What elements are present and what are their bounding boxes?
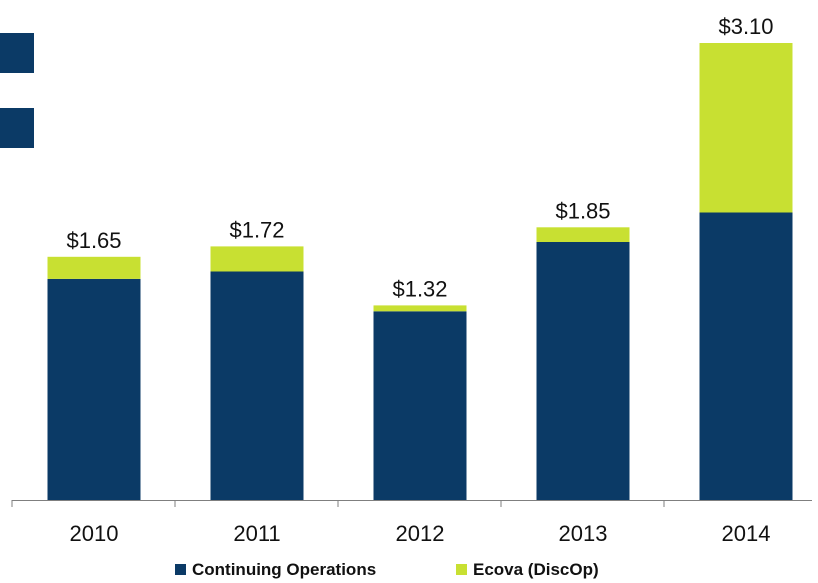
bar-2013-series-2	[536, 227, 630, 242]
legend-swatch-2	[456, 564, 467, 575]
total-labels-layer: $1.65 $1.72 $1.32 $1.85 $3.10	[66, 14, 773, 301]
side-tab-bottom	[0, 108, 34, 148]
bar-2011-series-1	[210, 271, 304, 500]
bar-2011-series-2	[210, 246, 304, 272]
total-label-2013: $1.85	[555, 198, 610, 223]
legend-label-1: Continuing Operations	[192, 560, 376, 579]
x-axis: 2010 2011 2012 2013 2014	[11, 500, 812, 546]
x-tick-label-2010: 2010	[70, 521, 119, 546]
total-label-2010: $1.65	[66, 228, 121, 253]
bar-2014-series-2	[699, 43, 793, 213]
legend-swatch-1	[175, 564, 186, 575]
total-label-2012: $1.32	[392, 276, 447, 301]
bar-2012-series-1	[373, 311, 467, 500]
bar-2012-series-2	[373, 305, 467, 312]
bar-2010-series-1	[47, 278, 141, 500]
bar-2014-series-1	[699, 212, 793, 500]
bar-2013-series-1	[536, 242, 630, 500]
legend-label-2: Ecova (DiscOp)	[473, 560, 599, 579]
x-tick-label-2013: 2013	[559, 521, 608, 546]
x-tick-label-2014: 2014	[722, 521, 771, 546]
bar-2010-series-2	[47, 256, 141, 279]
bars-layer	[47, 43, 793, 500]
x-tick-label-2012: 2012	[396, 521, 445, 546]
legend: Continuing Operations Ecova (DiscOp)	[175, 560, 599, 579]
side-tab-top	[0, 33, 34, 73]
x-tick-label-2011: 2011	[233, 521, 280, 546]
total-label-2014: $3.10	[718, 14, 773, 39]
total-label-2011: $1.72	[229, 217, 284, 242]
